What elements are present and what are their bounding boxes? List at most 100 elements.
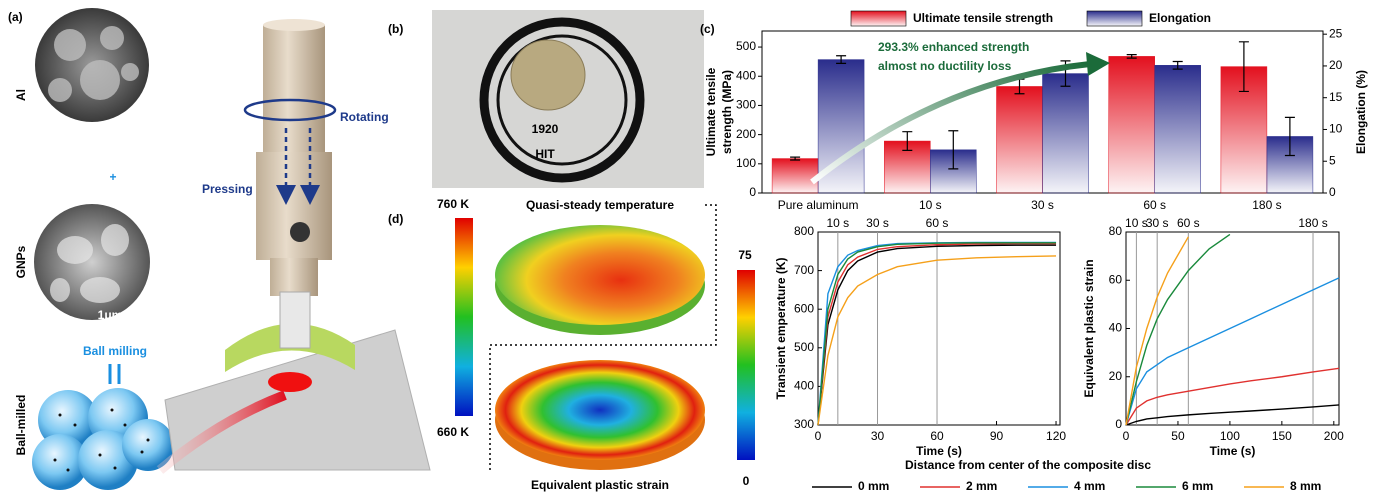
bar [1042, 73, 1089, 194]
legend-label: Elongation [1149, 11, 1211, 25]
y-tick-label: 40 [1109, 321, 1123, 335]
x-tick-label: 60 s [1143, 198, 1166, 212]
legend-swatch [850, 10, 907, 27]
workpiece [268, 372, 312, 392]
strain-title: Equivalent plastic strain [531, 478, 669, 492]
y-tick-label: 400 [736, 68, 756, 82]
y2-axis-label: Elongation (%) [1354, 70, 1368, 154]
disc-strain [495, 360, 705, 460]
line [817, 242, 1057, 426]
x-tick-label: Pure aluminum [778, 198, 859, 212]
colorbar [737, 270, 755, 460]
sem-gnps [34, 204, 150, 320]
y-axis-label: Equivalent plastic strain [1082, 259, 1096, 397]
strain-max: 75 [738, 248, 752, 262]
y-tick-label: 0 [749, 185, 756, 199]
legend-label: 8 mm [1290, 479, 1321, 493]
error-bar [1172, 60, 1183, 70]
dotted-frame [489, 204, 717, 470]
temp-max: 760 K [437, 197, 469, 211]
zoom-arrow [156, 390, 287, 474]
label-gnps: GNPs [14, 245, 28, 278]
marker-label: 60 s [1177, 216, 1200, 230]
label-al: Al [14, 89, 28, 101]
x-tick-label: 30 s [1031, 198, 1054, 212]
x-axis-label: Time (s) [916, 444, 962, 458]
x-axis-label: Time (s) [1210, 444, 1256, 458]
plus: + [109, 170, 116, 184]
x-tick-label: 0 [1123, 429, 1130, 443]
x-tick-label: 10 s [919, 198, 942, 212]
y-tick-label: 600 [794, 301, 814, 315]
y-tick-label: 300 [736, 98, 756, 112]
x-tick-label: 200 [1324, 429, 1344, 443]
y-tick-label: 100 [736, 156, 756, 170]
strain-min: 0 [743, 474, 750, 488]
legend-swatch [1086, 10, 1143, 27]
marker-label: 30 s [866, 216, 889, 230]
error-bar [902, 131, 913, 151]
x-tick-label: 180 s [1252, 198, 1281, 212]
annotation: 293.3% enhanced strength [878, 40, 1029, 54]
error-bar [790, 156, 801, 161]
trend-arrowhead [1086, 52, 1110, 76]
marker-label: 10 s [826, 216, 849, 230]
legend-label: Ultimate tensile strength [913, 11, 1053, 25]
panel-label: (b) [388, 22, 403, 36]
y2-tick-label: 25 [1329, 26, 1343, 40]
x-tick-label: 50 [1171, 429, 1185, 443]
line [817, 242, 1057, 426]
y-axis-label: strength (MPa) [720, 70, 734, 154]
legend-label: 6 mm [1182, 479, 1213, 493]
x-tick-label: 30 [871, 429, 885, 443]
y-tick-label: 0 [1115, 417, 1122, 431]
y-tick-label: 400 [794, 379, 814, 393]
y2-tick-label: 0 [1329, 185, 1336, 199]
y-tick-label: 60 [1109, 272, 1123, 286]
scale-label: 10μm [92, 130, 123, 144]
y-axis-label: Transient emperature (K) [774, 257, 788, 399]
tool-neck [270, 258, 318, 296]
line [1125, 367, 1340, 426]
temp-min: 660 K [437, 425, 469, 439]
x-tick-label: 0 [815, 429, 822, 443]
y-axis-label: Ultimate tensile [704, 67, 718, 156]
x-tick-label: 90 [990, 429, 1004, 443]
trend-arrow [810, 61, 1091, 185]
x-tick-label: 150 [1272, 429, 1292, 443]
colorbar [455, 218, 473, 416]
plot-frame [817, 231, 1061, 426]
tool-pin [279, 291, 311, 349]
line [1125, 233, 1231, 426]
sem-particles [48, 26, 139, 102]
error-bar [948, 130, 959, 170]
annotation: almost no ductility loss [878, 59, 1012, 73]
marker-label: 10 s [1125, 216, 1148, 230]
line [1125, 236, 1189, 426]
y2-tick-label: 5 [1329, 153, 1336, 167]
error-bar [1238, 41, 1249, 93]
ball-milled-particles [32, 388, 174, 490]
equals [108, 364, 121, 384]
tool-shaft [263, 25, 325, 155]
x-tick-label: 120 [1046, 429, 1066, 443]
bar [771, 158, 819, 194]
y2-tick-label: 15 [1329, 90, 1343, 104]
photo-text: HIT [535, 147, 555, 161]
marker-label: 180 s [1298, 216, 1327, 230]
marker-label: 30 s [1146, 216, 1169, 230]
screw [290, 222, 310, 242]
tool-top [263, 19, 325, 31]
gnp-flakes [50, 224, 129, 303]
x-tick-label: 60 [930, 429, 944, 443]
y-tick-label: 700 [794, 263, 814, 277]
logo-ring [496, 34, 628, 166]
y2-tick-label: 10 [1329, 122, 1343, 136]
panel-label: (a) [8, 10, 23, 24]
line [1125, 404, 1340, 426]
y2-tick-label: 20 [1329, 58, 1343, 72]
tool-body [256, 152, 332, 260]
line [817, 255, 1057, 426]
label-ball-milled: Ball-milled [14, 395, 28, 456]
